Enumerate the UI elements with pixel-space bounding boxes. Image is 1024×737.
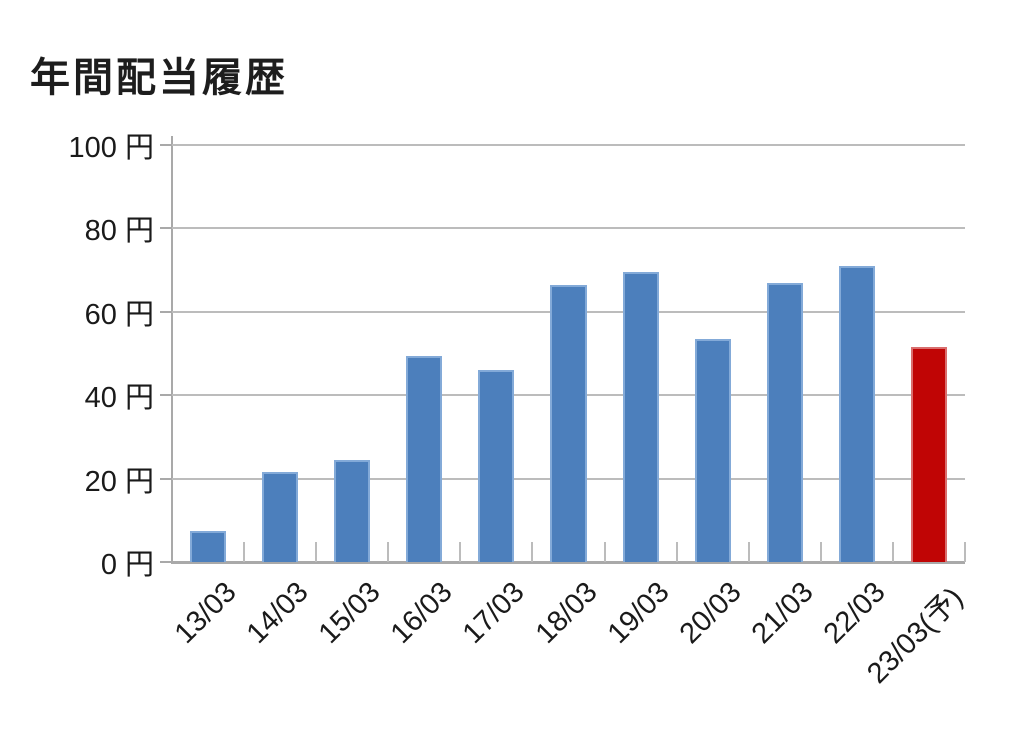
y-axis-label: 0 円 bbox=[100, 549, 154, 581]
x-axis-label: 14/03 bbox=[240, 576, 315, 650]
bar-14/03 bbox=[262, 472, 299, 562]
bar-15/03 bbox=[334, 459, 371, 562]
y-axis-label: 100 円 bbox=[68, 132, 154, 164]
bar-21/03 bbox=[766, 282, 803, 562]
category-boundary-tick bbox=[747, 542, 750, 562]
bar-22/03 bbox=[838, 265, 875, 562]
y-axis-label: 80 円 bbox=[84, 215, 154, 248]
y-axis-label: 20 円 bbox=[84, 465, 154, 498]
gridline-80 bbox=[172, 227, 965, 230]
x-axis-label: 16/03 bbox=[384, 576, 459, 650]
x-axis-label: 17/03 bbox=[457, 576, 532, 650]
y-axis-tick bbox=[160, 144, 172, 146]
x-axis-label: 20/03 bbox=[673, 576, 748, 650]
category-boundary-tick bbox=[675, 542, 678, 562]
x-axis-label: 21/03 bbox=[745, 576, 820, 650]
y-axis-tick bbox=[160, 561, 172, 563]
category-boundary-tick bbox=[387, 542, 390, 562]
x-axis-label: 19/03 bbox=[601, 576, 676, 650]
y-axis-tick bbox=[160, 477, 172, 480]
category-boundary-tick bbox=[603, 542, 606, 562]
y-axis-tick bbox=[160, 227, 172, 230]
bar-18/03 bbox=[550, 284, 587, 562]
bar-19/03 bbox=[622, 272, 659, 562]
category-boundary-tick bbox=[243, 542, 246, 562]
gridline-100 bbox=[172, 144, 965, 146]
bar-23/03(予) bbox=[910, 347, 947, 562]
y-axis-line bbox=[171, 136, 173, 563]
x-axis-label: 18/03 bbox=[529, 576, 604, 650]
chart-title: 年間配当履歴 bbox=[30, 55, 288, 100]
category-boundary-tick bbox=[819, 542, 822, 562]
bar-16/03 bbox=[406, 355, 443, 562]
x-axis-line bbox=[171, 561, 965, 564]
category-boundary-tick bbox=[964, 542, 966, 562]
y-axis-label: 40 円 bbox=[84, 382, 154, 415]
y-axis-tick bbox=[160, 394, 172, 397]
x-axis-label: 15/03 bbox=[312, 576, 387, 650]
bar-20/03 bbox=[694, 338, 731, 562]
category-boundary-tick bbox=[459, 542, 462, 562]
bar-17/03 bbox=[478, 370, 515, 562]
y-axis-label: 60 円 bbox=[84, 298, 154, 331]
category-boundary-tick bbox=[891, 542, 894, 562]
y-axis-tick bbox=[160, 310, 172, 313]
bar-13/03 bbox=[190, 530, 227, 562]
category-boundary-tick bbox=[315, 542, 318, 562]
plot-area: 0 円 20 円 40 円 60 円 80 円 100 円 13/03 14/03 15/03 1… bbox=[69, 132, 970, 690]
x-axis-label: 13/03 bbox=[168, 576, 243, 650]
category-boundary-tick bbox=[531, 542, 534, 562]
